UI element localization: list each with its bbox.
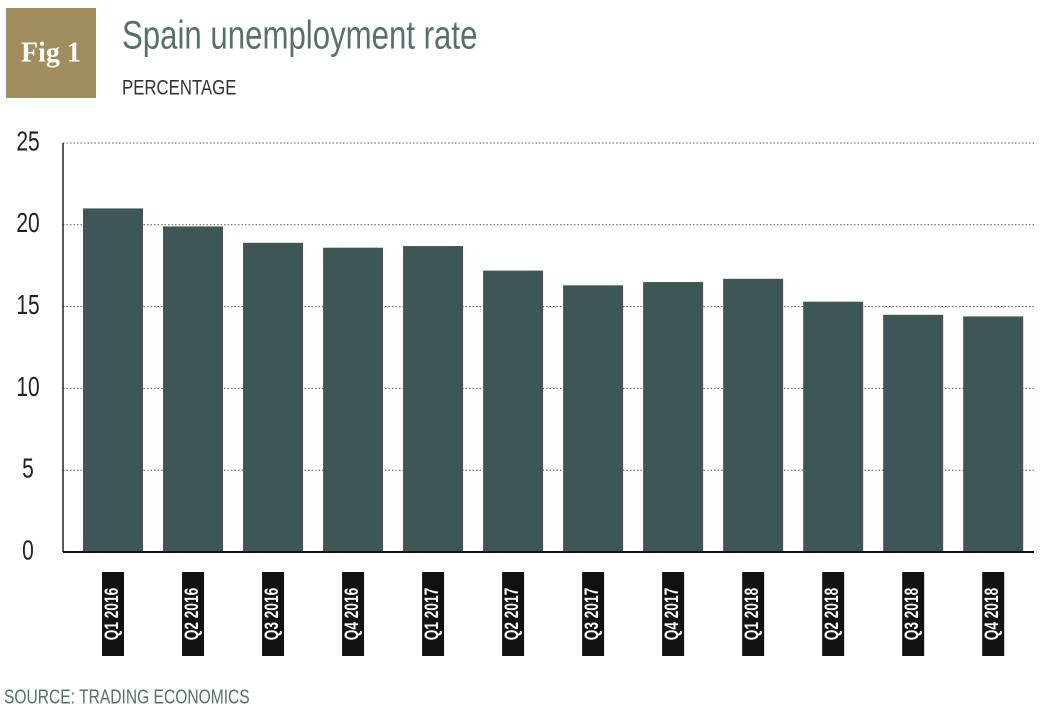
- category-label-box: [502, 572, 525, 656]
- category-label-box: [342, 572, 365, 656]
- bar: [643, 282, 704, 552]
- category-label-box: [262, 572, 285, 656]
- y-tick-label: 10: [16, 372, 39, 403]
- bar: [803, 301, 864, 552]
- y-tick-label: 25: [16, 127, 39, 158]
- category-label-box: [662, 572, 685, 656]
- y-tick-label: 5: [22, 454, 34, 485]
- x-tick-label: Q4 2018: [981, 588, 1003, 640]
- bar: [243, 242, 304, 552]
- figure-badge: [6, 8, 96, 98]
- x-tick-label: Q2 2017: [501, 588, 523, 640]
- category-label-box: [422, 572, 445, 656]
- bar: [883, 314, 944, 552]
- bar: [323, 247, 384, 553]
- category-label-box: [102, 572, 125, 656]
- bar: [163, 226, 224, 552]
- category-label-box: [902, 572, 925, 656]
- x-tick-label: Q1 2018: [741, 588, 763, 640]
- x-tick-label: Q2 2018: [821, 588, 843, 640]
- x-tick-label: Q3 2018: [901, 588, 923, 640]
- category-label-box: [582, 572, 605, 656]
- figure-label: Fig 1: [21, 37, 81, 68]
- chart-subtitle: PERCENTAGE: [122, 77, 236, 100]
- y-tick-label: 20: [16, 208, 39, 239]
- category-label-box: [982, 572, 1005, 656]
- y-tick-label: 0: [22, 536, 34, 567]
- x-tick-label: Q1 2016: [101, 588, 123, 640]
- source-note: SOURCE: TRADING ECONOMICS: [4, 685, 250, 707]
- bar: [563, 285, 624, 552]
- category-label-box: [182, 572, 205, 656]
- bar: [963, 316, 1024, 552]
- category-label-box: [822, 572, 845, 656]
- category-label-box: [742, 572, 765, 656]
- x-tick-label: Q3 2017: [581, 588, 603, 640]
- bar: [723, 278, 784, 552]
- x-tick-label: Q4 2016: [341, 588, 363, 640]
- x-tick-label: Q1 2017: [421, 588, 443, 640]
- x-tick-label: Q4 2017: [661, 588, 683, 640]
- bar: [83, 208, 144, 552]
- x-tick-label: Q3 2016: [261, 588, 283, 640]
- x-tick-label: Q2 2016: [181, 588, 203, 640]
- bar: [403, 246, 464, 552]
- y-tick-label: 15: [16, 290, 39, 321]
- bar: [483, 270, 544, 552]
- chart-title: Spain unemployment rate: [122, 13, 477, 58]
